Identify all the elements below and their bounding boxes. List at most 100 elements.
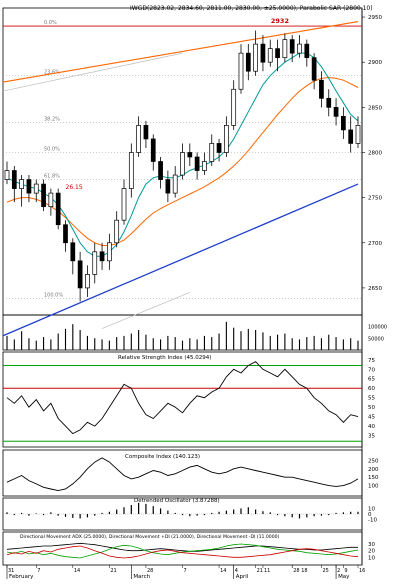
rsi-title: Relative Strength Index (45.0294): [118, 355, 211, 361]
month-label: February: [9, 574, 34, 580]
rsi-line: [6, 361, 359, 435]
date-label: 7: [184, 568, 187, 574]
rsi-tick-label: 45: [368, 415, 375, 421]
candle-body: [304, 43, 310, 59]
candle-body: [187, 152, 193, 158]
month-label: May: [338, 574, 350, 580]
price-tick-label: 2900: [368, 60, 382, 66]
composite-line: [6, 457, 359, 492]
candle-body: [26, 179, 32, 194]
candle-body: [99, 251, 105, 262]
candle-body: [150, 138, 156, 162]
composite-tick-label: 250: [368, 458, 379, 464]
candle-body: [224, 125, 229, 153]
price-tick-label: 2850: [368, 105, 382, 111]
candle-body: [158, 161, 163, 180]
price-tick-label: 2750: [368, 196, 382, 202]
candle-body: [194, 156, 200, 171]
fib-label: 0.0%: [44, 20, 57, 26]
detrended-title: Detrended Oscillator (3.87288): [134, 498, 220, 504]
candle-body: [216, 143, 222, 153]
candle-body: [355, 125, 361, 144]
volume-bars: [6, 321, 359, 350]
price-tick-label: 2700: [368, 241, 382, 247]
rsi-tick-label: 60: [368, 386, 375, 392]
date-label: 21: [110, 568, 116, 574]
rsi-levels: [3, 364, 362, 442]
trend-channel: [2, 21, 359, 337]
candle-body: [253, 43, 258, 72]
fib-label: 50.0%: [44, 146, 60, 152]
candle-body: [136, 125, 141, 153]
candle-body: [63, 224, 68, 244]
detrended-axis: 100-10: [368, 506, 377, 523]
price-annotation: 26.15: [66, 184, 83, 191]
rsi-tick-label: 65: [368, 377, 375, 383]
composite-tick-label: 150: [368, 475, 379, 481]
candle-body: [165, 179, 171, 194]
date-label: 4: [235, 568, 238, 574]
candle-body: [209, 143, 215, 162]
month-label: March: [133, 574, 150, 580]
rsi-tick-label: 35: [368, 434, 375, 440]
date-label: 7: [37, 568, 40, 574]
detrended-tick-label: 10: [368, 506, 375, 512]
rsi-series-line: [6, 361, 359, 435]
dmi-tick-label: 20: [368, 549, 375, 555]
peak-label: 2932: [271, 17, 289, 25]
candle-body: [333, 106, 339, 117]
composite-series-line: [6, 457, 359, 492]
channel-lower-line: [2, 183, 359, 337]
dmi-lines: [6, 542, 359, 559]
date-label: 31: [8, 568, 14, 574]
composite-title: Composite Index (140.123): [125, 454, 200, 460]
candle-body: [121, 188, 127, 221]
fib-retracement-lines: 0.0% 23.6% 38.2% 50.0% 61.8% 100.0%: [3, 20, 362, 299]
candle-body: [202, 161, 207, 171]
month-label: April: [236, 574, 249, 580]
price-tick-label: 2950: [368, 15, 382, 21]
fib-label: 38.2%: [44, 117, 60, 123]
candle-body: [275, 48, 280, 59]
detrended-tick-label: -10: [368, 518, 377, 524]
candle-body: [11, 170, 17, 189]
volume-tick-label: 100000: [368, 325, 387, 331]
candle-body: [85, 274, 90, 289]
candle-body: [33, 183, 39, 194]
candle-body: [282, 39, 288, 59]
rsi-axis: 75 70 65 60 55 50 45 40 35: [368, 358, 375, 440]
candle-body: [107, 242, 112, 262]
candle-body: [260, 43, 266, 63]
candle-body: [172, 174, 178, 194]
dmi-tick-label: 10: [368, 555, 375, 561]
price-candles: [4, 30, 361, 302]
rsi-tick-label: 50: [368, 405, 375, 411]
dmi-tick-label: 30: [368, 542, 375, 548]
date-label: 14: [220, 568, 226, 574]
candle-body: [19, 179, 24, 189]
candle-body: [231, 88, 237, 126]
fib-label: 23.6%: [44, 70, 60, 76]
fib-label: 61.8%: [44, 174, 60, 180]
channel-stub-line: [101, 292, 190, 329]
price-tick-label: 2800: [368, 150, 382, 156]
candle-body: [341, 116, 346, 131]
candle-body: [128, 152, 134, 189]
volume-tick-label: 50000: [368, 336, 384, 342]
candle-body: [77, 260, 83, 289]
price-axis: 2950 2900 2850 2800 2750 2700 2650: [362, 15, 382, 292]
candle-body: [267, 48, 273, 63]
candle-body: [143, 125, 149, 140]
channel-upper-line: [2, 21, 359, 83]
candle-body: [289, 39, 295, 54]
date-label: 11: [264, 568, 270, 574]
candle-body: [245, 52, 251, 72]
candle-body: [4, 170, 10, 180]
candle-body: [48, 192, 54, 207]
candle-body: [348, 129, 354, 144]
channel-inner-line: [2, 52, 183, 92]
date-label: 2: [337, 568, 340, 574]
